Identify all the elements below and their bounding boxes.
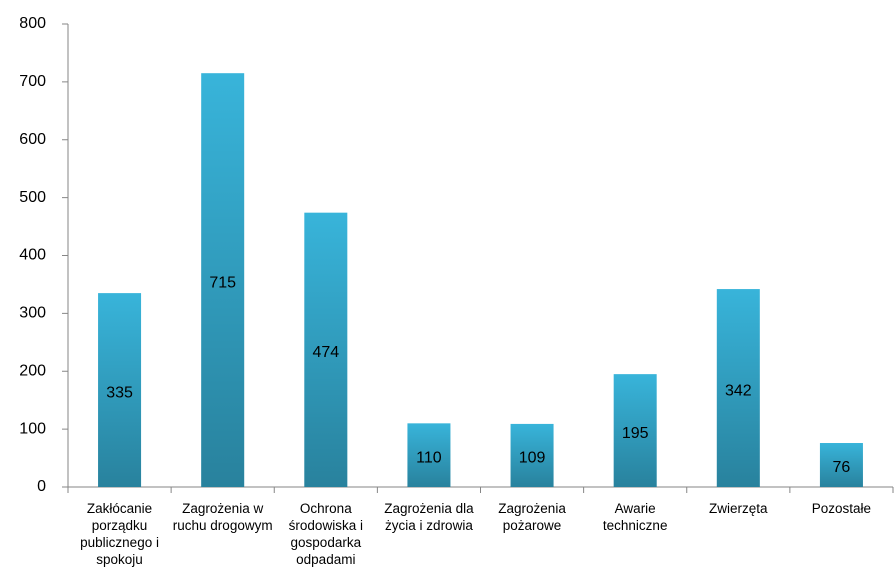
bar-shade	[304, 212, 348, 488]
data-label: 109	[519, 450, 546, 467]
data-label: 195	[622, 425, 649, 442]
y-tick-label: 500	[19, 189, 46, 206]
bar-shade	[201, 73, 245, 487]
y-tick-label: 800	[19, 15, 46, 32]
data-label: 474	[312, 344, 339, 361]
x-tick-label: Zagrożenia dla życia i zdrowia	[384, 501, 474, 533]
x-tick-label: Zagrożenia pożarowe	[498, 501, 566, 533]
y-tick-label: 700	[19, 73, 46, 90]
bar-shade	[510, 423, 554, 487]
y-tick-label: 200	[19, 362, 46, 379]
y-tick-label: 0	[37, 478, 46, 495]
data-label: 335	[106, 384, 133, 401]
x-tick-label: Awarie techniczne	[602, 501, 668, 533]
bar-shade	[819, 443, 863, 487]
bar-shade	[407, 423, 451, 487]
data-label: 715	[209, 274, 236, 291]
data-label: 76	[833, 459, 851, 476]
x-tick-label: Zagrożenia w ruchu drogowym	[172, 501, 273, 533]
data-label: 342	[725, 382, 752, 399]
x-tick-label: Ochrona środowiska i gospodarka odpadami	[288, 501, 363, 567]
bar-shade	[98, 293, 142, 487]
x-tick-label: Zwierzęta	[709, 501, 768, 516]
y-tick-label: 100	[19, 420, 46, 437]
y-tick-label: 600	[19, 131, 46, 148]
x-tick-label: Zakłócanie porządku publicznego i spokoj…	[80, 501, 159, 567]
y-tick-label: 400	[19, 247, 46, 264]
bar-shade	[716, 289, 760, 487]
x-tick-label: Pozostałe	[811, 501, 872, 516]
y-tick-label: 300	[19, 305, 46, 322]
data-label: 110	[416, 449, 442, 466]
bar-shade	[613, 374, 657, 487]
